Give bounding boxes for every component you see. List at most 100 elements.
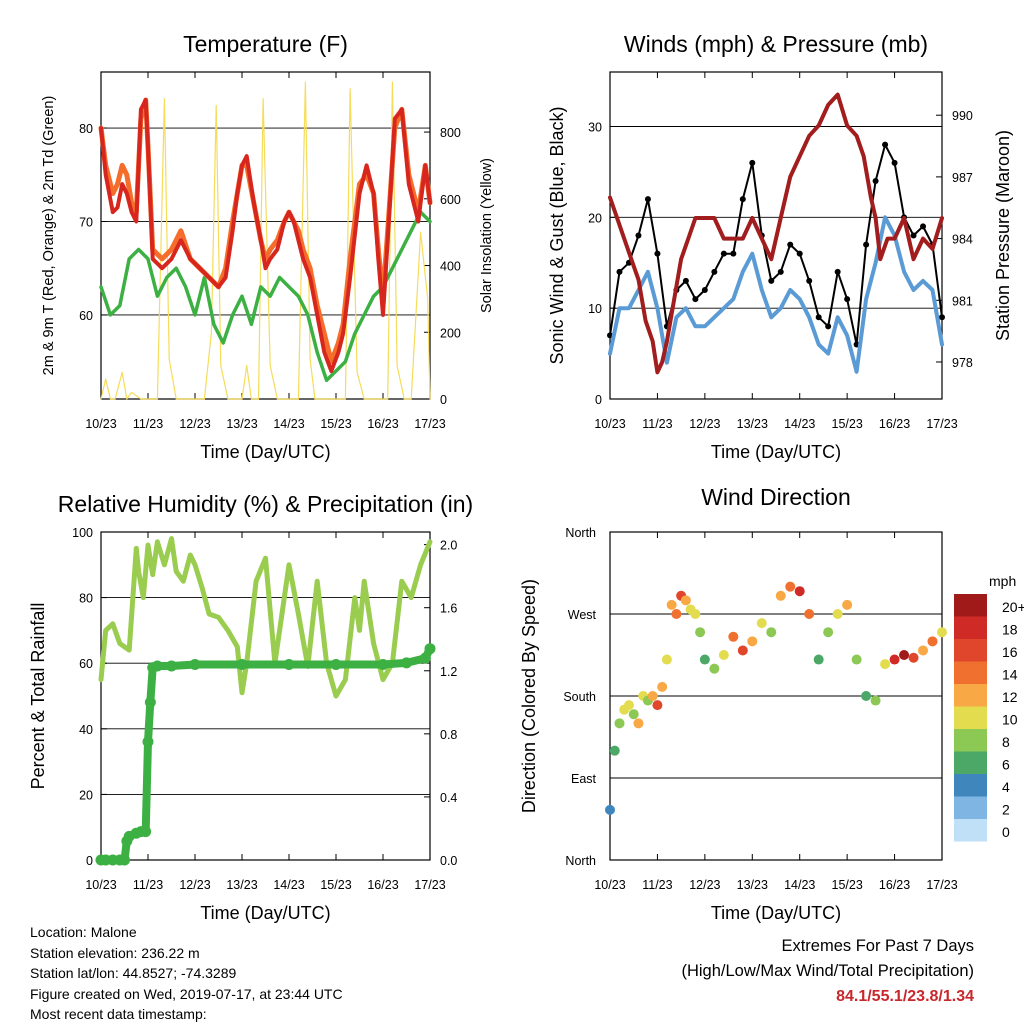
- series-pressure: [608, 92, 944, 375]
- y-tick-label: North: [565, 854, 596, 868]
- precip-point: [377, 658, 389, 670]
- colorbar-label: 2: [1002, 802, 1010, 818]
- direction-point: [851, 654, 862, 665]
- location-text: Location: Malone: [30, 924, 137, 940]
- y-tick-label: 20: [79, 788, 93, 802]
- precip-point: [189, 658, 201, 670]
- colorbar-label: 18: [1002, 622, 1018, 638]
- series-2m-temp: [99, 98, 432, 373]
- chart-title: Winds (mph) & Pressure (mb): [624, 31, 928, 57]
- series-gust: [609, 143, 943, 346]
- direction-point: [880, 659, 891, 670]
- direction-point: [908, 652, 919, 663]
- x-axis-label: Time (Day/UTC): [711, 903, 841, 923]
- x-tick-label: 14/23: [784, 417, 815, 431]
- colorbar-swatch: [954, 639, 987, 662]
- y-tick-label: 0: [86, 854, 93, 868]
- x-tick-label: 10/23: [594, 417, 625, 431]
- y2-tick-label: 600: [440, 193, 461, 207]
- direction-point: [657, 681, 668, 692]
- y2-tick-label: 987: [952, 171, 973, 185]
- direction-point: [794, 586, 805, 597]
- x-tick-label: 13/23: [226, 417, 257, 431]
- extremes-subtitle: (High/Low/Max Wind/Total Precipitation): [681, 962, 974, 980]
- precip-point: [140, 826, 152, 838]
- precip-point: [166, 660, 177, 672]
- y-tick-label: 0: [595, 393, 602, 407]
- direction-point: [747, 636, 758, 647]
- precip-point: [119, 854, 130, 866]
- colorbar-swatch: [954, 751, 987, 774]
- y-axis-label: Percent & Total Rainfall: [28, 603, 48, 790]
- extremes-box: Extremes For Past 7 Days (High/Low/Max W…: [681, 934, 974, 1009]
- chart-title: Relative Humidity (%) & Precipitation (i…: [58, 491, 473, 517]
- y2-tick-label: 984: [952, 233, 973, 247]
- direction-point: [775, 590, 786, 601]
- precip-point: [236, 658, 248, 670]
- colorbar-label: 6: [1002, 757, 1010, 773]
- direction-point: [690, 609, 701, 619]
- y-tick-label: 70: [79, 215, 93, 229]
- direction-point: [671, 609, 682, 619]
- created-text: Figure created on Wed, 2019-07-17, at 23…: [30, 985, 343, 1002]
- x-tick-label: 12/23: [179, 417, 210, 431]
- y-tick-label: 100: [72, 526, 93, 540]
- x-tick-label: 17/23: [926, 417, 957, 431]
- recent-text: Most recent data timestamp:: [30, 1006, 207, 1023]
- colorbar-label: 0: [1002, 824, 1010, 840]
- colorbar-label: 10: [1002, 712, 1018, 728]
- direction-point: [899, 650, 910, 660]
- x-tick-label: 15/23: [320, 878, 351, 892]
- y-tick-label: West: [568, 608, 597, 622]
- direction-point: [927, 636, 938, 647]
- y2-tick-label: 400: [440, 260, 461, 274]
- direction-point: [647, 691, 658, 701]
- x-tick-label: 12/23: [689, 417, 720, 431]
- direction-point: [832, 609, 843, 619]
- colorbar-label: 4: [1002, 779, 1010, 795]
- series-dewpoint: [99, 210, 432, 383]
- latlon-text: Station lat/lon: 44.8527; -74.3289: [30, 965, 237, 982]
- direction-point: [766, 627, 777, 638]
- x-tick-label: 15/23: [832, 878, 863, 892]
- y2-tick-label: 981: [952, 294, 973, 308]
- x-tick-label: 16/23: [367, 417, 398, 431]
- direction-point: [823, 627, 834, 638]
- direction-point: [737, 645, 748, 656]
- colorbar-swatch: [954, 774, 987, 797]
- x-tick-label: 16/23: [879, 417, 910, 431]
- y2-tick-label: 1.2: [440, 665, 457, 679]
- colorbar-label: 20+: [1002, 599, 1024, 615]
- colorbar-label: 14: [1002, 667, 1018, 683]
- x-tick-label: 17/23: [926, 878, 957, 892]
- direction-point: [605, 804, 615, 815]
- x-tick-label: 10/23: [85, 417, 116, 431]
- precip-point: [142, 736, 154, 748]
- colorbar-label: 12: [1002, 689, 1018, 705]
- x-tick-label: 16/23: [367, 878, 398, 892]
- direction-point: [699, 654, 710, 665]
- elevation-text: Station elevation: 236.22 m: [30, 944, 200, 961]
- x-tick-label: 10/23: [85, 878, 116, 892]
- direction-point: [937, 627, 947, 638]
- precip-point: [151, 660, 163, 672]
- y2-tick-label: 1.6: [440, 602, 457, 616]
- direction-point: [728, 631, 739, 642]
- direction-point: [804, 609, 815, 619]
- direction-point: [609, 745, 620, 756]
- x-tick-label: 11/23: [133, 878, 163, 892]
- colorbar-unit: mph: [989, 573, 1016, 589]
- direction-point: [652, 700, 663, 711]
- colorbar-label: 16: [1002, 644, 1018, 660]
- x-tick-label: 17/23: [414, 417, 445, 431]
- x-tick-label: 15/23: [832, 417, 863, 431]
- y2-tick-label: 0.0: [440, 854, 457, 868]
- x-tick-label: 15/23: [320, 417, 351, 431]
- y2-tick-label: 2.0: [440, 539, 457, 553]
- y2-tick-label: 0.4: [440, 791, 457, 805]
- extremes-title: Extremes For Past 7 Days: [781, 937, 974, 955]
- y-tick-label: South: [563, 690, 596, 704]
- colorbar-label: 8: [1002, 734, 1010, 750]
- x-tick-label: 13/23: [737, 417, 768, 431]
